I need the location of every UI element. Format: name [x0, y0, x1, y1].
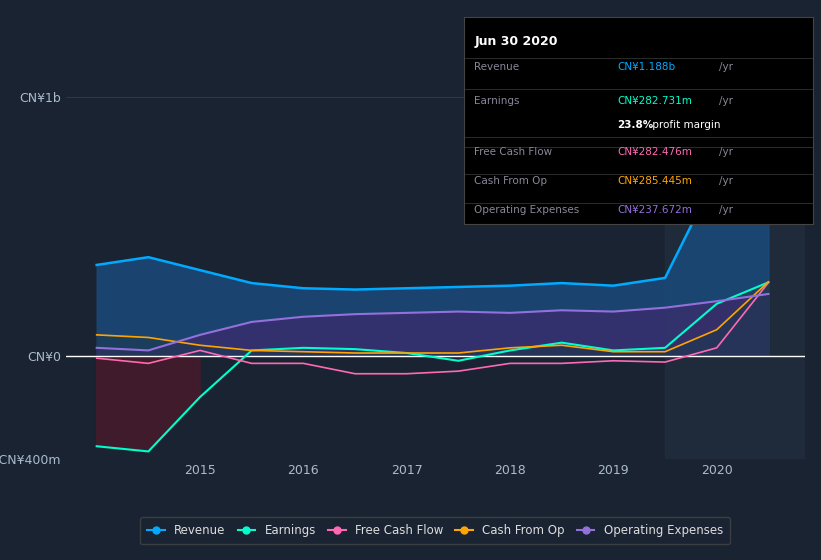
Text: CN¥285.445m: CN¥285.445m	[617, 176, 692, 186]
Text: Jun 30 2020: Jun 30 2020	[475, 35, 557, 49]
Text: /yr: /yr	[718, 176, 732, 186]
Text: 23.8%: 23.8%	[617, 120, 654, 130]
Text: Cash From Op: Cash From Op	[475, 176, 548, 186]
Text: /yr: /yr	[718, 62, 732, 72]
Text: Free Cash Flow: Free Cash Flow	[475, 147, 553, 157]
Text: /yr: /yr	[718, 96, 732, 105]
Legend: Revenue, Earnings, Free Cash Flow, Cash From Op, Operating Expenses: Revenue, Earnings, Free Cash Flow, Cash …	[140, 517, 730, 544]
Text: Revenue: Revenue	[475, 62, 520, 72]
Bar	[665, 45, 805, 459]
Text: Operating Expenses: Operating Expenses	[475, 206, 580, 216]
Text: /yr: /yr	[718, 147, 732, 157]
Text: CN¥282.476m: CN¥282.476m	[617, 147, 692, 157]
Text: CN¥282.731m: CN¥282.731m	[617, 96, 692, 105]
Text: CN¥1.188b: CN¥1.188b	[617, 62, 676, 72]
Text: profit margin: profit margin	[649, 120, 720, 130]
Text: /yr: /yr	[718, 206, 732, 216]
Text: Earnings: Earnings	[475, 96, 520, 105]
Text: CN¥237.672m: CN¥237.672m	[617, 206, 692, 216]
